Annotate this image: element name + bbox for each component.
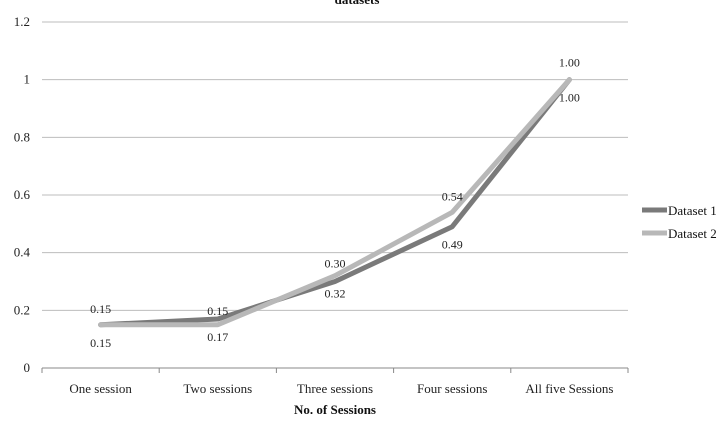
data-labels: 0.15 0.15 0.15 0.17 0.30 0.32 0.54 0.49 1.00 1.00 — [90, 56, 580, 350]
y-tick-label: 0.4 — [14, 245, 31, 260]
x-tick-label: One session — [69, 381, 132, 396]
data-label: 0.30 — [325, 257, 346, 271]
legend-label: Dataset 2 — [668, 226, 717, 241]
y-tick-label: 1.2 — [14, 14, 30, 29]
grid-lines — [42, 21, 628, 311]
y-tick-label: 0.6 — [14, 187, 31, 202]
chart-title: datasets — [335, 0, 380, 7]
data-label: 0.54 — [442, 189, 463, 203]
x-axis-title: No. of Sessions — [294, 402, 376, 417]
axes: 0 0.2 0.4 0.6 0.8 1 1.2 One session Two sessions… — [14, 14, 629, 396]
series-line-1 — [98, 77, 572, 328]
series-lines — [98, 77, 572, 328]
x-tick-label: All five Sessions — [525, 381, 613, 396]
data-label: 0.17 — [207, 330, 228, 344]
data-label: 1.00 — [559, 56, 580, 70]
data-label: 0.15 — [90, 336, 111, 350]
y-tick-label: 0.2 — [14, 302, 30, 317]
x-tick-label: Three sessions — [297, 381, 373, 396]
y-tick-label: 1 — [24, 72, 31, 87]
data-label: 0.49 — [442, 238, 463, 252]
x-tick-label: Four sessions — [417, 381, 487, 396]
legend: Dataset 1 Dataset 2 — [642, 203, 717, 241]
data-label: 0.32 — [325, 287, 346, 301]
data-label: 1.00 — [559, 91, 580, 105]
y-tick-label: 0 — [24, 360, 31, 375]
y-tick-label: 0.8 — [14, 129, 30, 144]
data-label: 0.15 — [90, 302, 111, 316]
series-line-2 — [98, 77, 572, 328]
x-tick-label: Two sessions — [183, 381, 252, 396]
legend-label: Dataset 1 — [668, 203, 717, 218]
data-label: 0.15 — [207, 304, 228, 318]
